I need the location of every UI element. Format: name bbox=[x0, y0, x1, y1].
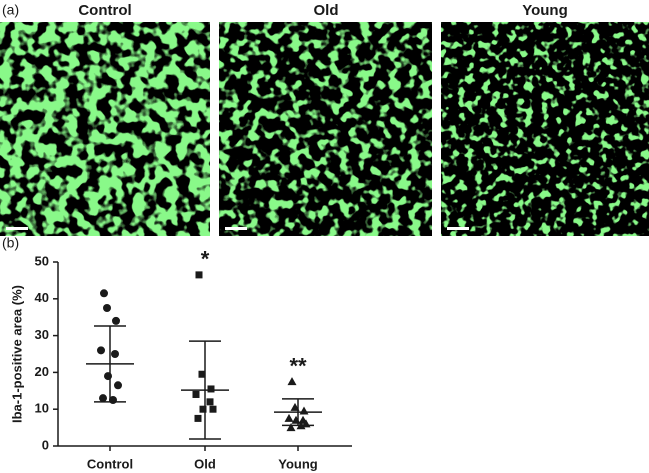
data-point bbox=[198, 370, 206, 378]
data-point bbox=[104, 372, 112, 381]
image-title: Young bbox=[522, 2, 568, 19]
micrograph bbox=[441, 22, 649, 236]
data-point bbox=[114, 381, 122, 390]
data-point bbox=[199, 405, 207, 413]
data-point bbox=[286, 423, 296, 432]
x-tick-label: Old bbox=[194, 456, 216, 471]
data-point bbox=[287, 377, 297, 386]
micrograph bbox=[0, 22, 210, 236]
panel-label: (a) bbox=[2, 2, 19, 18]
y-tick-label: 50 bbox=[35, 253, 49, 268]
significance-label: ** bbox=[289, 353, 307, 378]
y-tick-label: 10 bbox=[35, 401, 49, 416]
x-tick-label: Young bbox=[278, 456, 318, 471]
data-point bbox=[97, 346, 105, 355]
data-point bbox=[207, 385, 215, 393]
data-point bbox=[291, 415, 301, 424]
significance-label: * bbox=[201, 247, 210, 272]
micrograph bbox=[219, 22, 432, 236]
image-title: Control bbox=[78, 2, 131, 19]
data-point bbox=[195, 271, 203, 279]
y-tick-label: 20 bbox=[35, 364, 49, 379]
plot: 0 10 20 30 40 50 Control Old * Young ** bbox=[35, 247, 352, 471]
data-point bbox=[103, 304, 111, 312]
data-point bbox=[299, 406, 309, 415]
error-bar bbox=[94, 325, 126, 403]
data-point bbox=[284, 413, 294, 422]
data-point bbox=[192, 390, 200, 398]
image-title: Old bbox=[314, 2, 339, 19]
error-bar bbox=[189, 340, 221, 440]
data-point bbox=[99, 394, 107, 403]
data-point bbox=[209, 405, 217, 413]
data-point bbox=[100, 289, 108, 298]
data-point bbox=[111, 350, 119, 358]
y-tick-label: 30 bbox=[35, 327, 49, 342]
error-bar bbox=[282, 398, 314, 427]
y-tick-label: 0 bbox=[42, 437, 49, 452]
y-tick-label: 40 bbox=[35, 290, 49, 305]
data-point bbox=[112, 316, 120, 325]
x-tick-label: Control bbox=[87, 456, 133, 471]
panel-label: (b) bbox=[2, 235, 19, 251]
y-axis-label: Iba-1-positive area (%) bbox=[9, 285, 24, 423]
data-point bbox=[206, 398, 214, 406]
data-point bbox=[194, 414, 202, 422]
